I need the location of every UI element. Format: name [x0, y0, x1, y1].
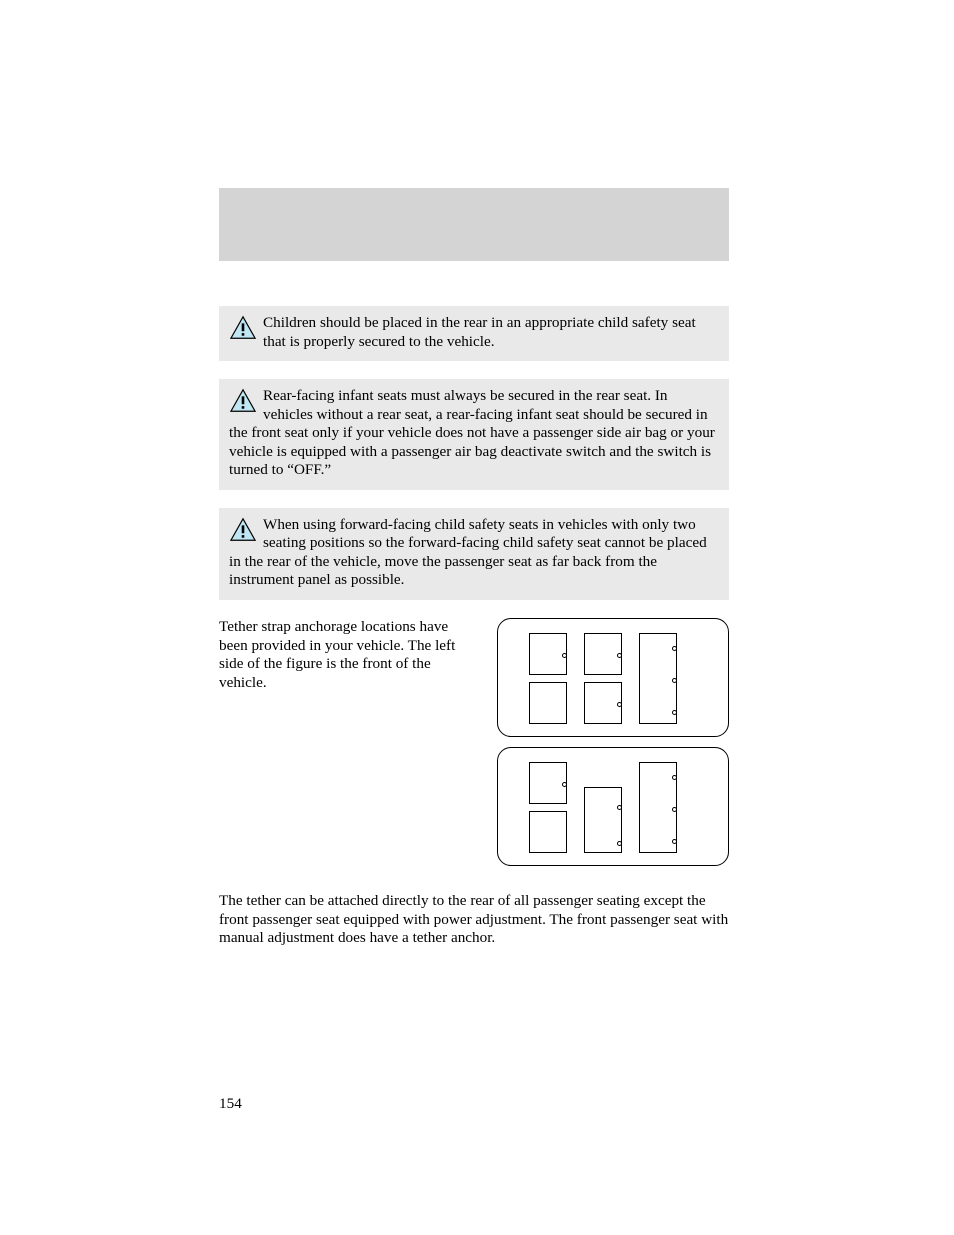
- warning-text: When using forward-facing child safety s…: [229, 516, 707, 589]
- page-number: 154: [219, 1095, 242, 1113]
- header-band: [219, 188, 729, 261]
- seat-diagram-top: [497, 618, 729, 737]
- warning-box: Children should be placed in the rear in…: [219, 306, 729, 361]
- tether-anchor-dot: [672, 775, 677, 780]
- tether-anchor-dot: [562, 653, 567, 658]
- warning-box: When using forward-facing child safety s…: [219, 508, 729, 600]
- tether-anchor-dot: [617, 653, 622, 658]
- tether-anchor-dot: [562, 782, 567, 787]
- warning-icon: [229, 388, 257, 414]
- seat: [529, 682, 567, 724]
- tether-anchor-dot: [617, 702, 622, 707]
- warning-text: Rear-facing infant seats must always be …: [229, 387, 715, 478]
- tether-anchor-dot: [672, 678, 677, 683]
- tether-row: Tether strap anchorage locations have be…: [219, 618, 729, 876]
- tether-anchor-dot: [617, 841, 622, 846]
- seat: [529, 811, 567, 853]
- tether-intro-text: Tether strap anchorage locations have be…: [219, 618, 477, 876]
- warning-box: Rear-facing infant seats must always be …: [219, 379, 729, 490]
- seat-diagram-bottom: [497, 747, 729, 866]
- page-content: Children should be placed in the rear in…: [219, 306, 729, 948]
- warning-icon: [229, 315, 257, 341]
- seat-diagrams: [491, 618, 729, 876]
- warning-icon: [229, 517, 257, 543]
- tether-anchor-dot: [672, 646, 677, 651]
- tether-anchor-dot: [617, 805, 622, 810]
- warning-text: Children should be placed in the rear in…: [263, 314, 696, 350]
- tether-paragraph: The tether can be attached directly to t…: [219, 892, 729, 948]
- tether-anchor-dot: [672, 710, 677, 715]
- tether-anchor-dot: [672, 839, 677, 844]
- tether-anchor-dot: [672, 807, 677, 812]
